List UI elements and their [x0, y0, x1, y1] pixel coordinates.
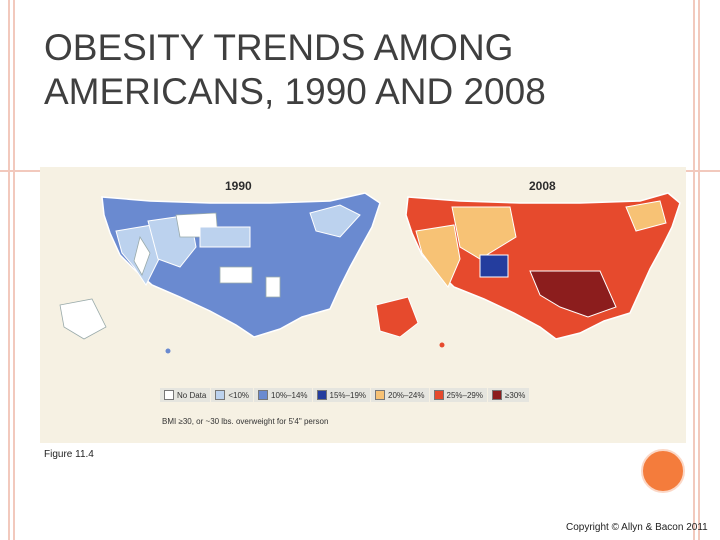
legend-item-15-19: 15%–19% — [312, 388, 371, 402]
legend-label: <10% — [228, 390, 250, 400]
map-1990-label: 1990 — [225, 179, 252, 193]
frame-line-left-outer — [8, 0, 10, 540]
title-line-1: OBESITY TRENDS AMONG — [44, 27, 514, 68]
map-1990 — [59, 192, 381, 354]
legend-item-25-29: 25%–29% — [429, 388, 487, 402]
map-legend: No Data <10% 10%–14% 15%–19% 20%–24% 25%… — [160, 388, 530, 402]
title-line-2: AMERICANS, 1990 AND 2008 — [44, 71, 546, 112]
copyright-notice: Copyright © Allyn & Bacon 2011 — [566, 522, 708, 533]
map-2008-label: 2008 — [529, 179, 556, 193]
frame-line-right-outer — [698, 0, 700, 540]
legend-label: No Data — [177, 390, 207, 400]
map-2008-mountain-region — [451, 206, 517, 260]
legend-item-under-10: <10% — [211, 388, 254, 402]
legend-swatch — [258, 390, 269, 400]
legend-item-10-14: 10%–14% — [254, 388, 312, 402]
map-2008-new-england — [625, 200, 667, 232]
figure-caption: Figure 11.4 — [44, 449, 94, 460]
bmi-note: BMI ≥30, or ~30 lbs. overweight for 5'4"… — [162, 417, 329, 426]
obesity-maps-figure: 1990 2008 No Data — [40, 167, 686, 443]
legend-swatch — [316, 390, 327, 400]
legend-label: 25%–29% — [446, 390, 483, 400]
frame-line-right-inner — [693, 0, 695, 540]
legend-item-30-plus: ≥30% — [487, 388, 530, 402]
map-2008-alaska — [375, 296, 419, 338]
us-maps — [59, 192, 681, 354]
legend-label: ≥30% — [504, 390, 526, 400]
legend-swatch — [215, 390, 226, 400]
map-1990-plains-region — [199, 226, 251, 248]
decorative-circle — [641, 449, 685, 493]
map-1990-northeast-region — [309, 204, 361, 238]
map-2008-hawaii — [439, 342, 445, 348]
map-1990-no-data-state-4 — [265, 276, 281, 298]
map-2008-west-region — [415, 224, 461, 288]
legend-swatch — [164, 390, 174, 400]
map-1990-hawaii — [165, 348, 171, 354]
legend-label: 20%–24% — [388, 390, 425, 400]
legend-label: 15%–19% — [329, 390, 367, 400]
legend-swatch — [491, 390, 502, 400]
legend-label: 10%–14% — [271, 390, 308, 400]
map-1990-no-data-state-3 — [133, 235, 151, 276]
legend-item-no-data: No Data — [160, 388, 211, 402]
map-2008-southeast-region — [529, 270, 617, 318]
legend-swatch — [375, 390, 386, 400]
map-1990-no-data-state-2 — [219, 266, 253, 284]
map-2008-colorado — [479, 254, 509, 278]
legend-swatch — [433, 390, 444, 400]
map-1990-alaska — [59, 298, 107, 340]
map-2008 — [375, 192, 681, 348]
frame-line-left-inner — [13, 0, 15, 540]
slide-title: OBESITY TRENDS AMONG AMERICANS, 1990 AND… — [44, 26, 604, 114]
legend-item-20-24: 20%–24% — [371, 388, 429, 402]
